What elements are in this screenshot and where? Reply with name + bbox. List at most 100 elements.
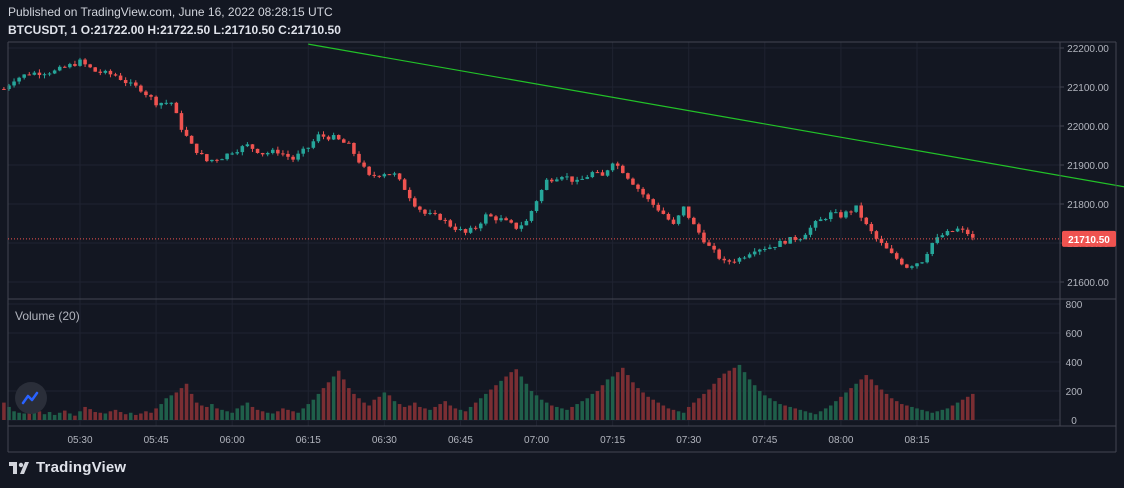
- volume-bar: [955, 402, 960, 420]
- volume-bar: [57, 412, 62, 420]
- candle-body: [879, 238, 884, 243]
- candle-body: [717, 249, 721, 259]
- volume-bar: [418, 406, 422, 420]
- candle: [641, 187, 645, 198]
- candle-body: [108, 70, 113, 75]
- volume-bar: [971, 393, 975, 420]
- candle: [560, 175, 564, 181]
- volume-bar: [813, 414, 818, 420]
- candle-body: [788, 237, 792, 244]
- candle-body: [631, 178, 635, 185]
- volume-bar: [519, 376, 524, 420]
- volume-bar: [139, 413, 143, 420]
- candle: [484, 212, 488, 226]
- candle: [189, 135, 194, 144]
- candle-body: [458, 229, 463, 231]
- volume-bar: [935, 411, 940, 420]
- volume-bar: [413, 402, 417, 420]
- volume-bar: [78, 411, 82, 420]
- volume-bar: [199, 405, 204, 420]
- candle-body: [661, 210, 666, 214]
- price-tick-label: 22000.00: [1067, 122, 1109, 133]
- candle: [311, 139, 316, 150]
- volume-bar: [555, 406, 559, 420]
- volume-bar: [286, 409, 290, 420]
- candle-body: [413, 198, 417, 207]
- candle-body: [255, 148, 260, 153]
- candle: [205, 153, 209, 163]
- price-tick-label: 21600.00: [1067, 278, 1109, 289]
- candle: [382, 172, 387, 179]
- candle-body: [793, 237, 798, 240]
- candle-body: [544, 179, 549, 190]
- candle-body: [418, 206, 422, 210]
- candle: [575, 176, 579, 185]
- volume-bar: [894, 401, 899, 420]
- candle-body: [560, 176, 564, 180]
- candle-body: [68, 64, 72, 68]
- candle-body: [783, 240, 787, 244]
- candle: [600, 169, 605, 176]
- candle-body: [676, 215, 681, 224]
- candle-body: [484, 214, 488, 224]
- candle: [854, 205, 858, 213]
- candle: [874, 230, 879, 242]
- candle: [443, 217, 448, 224]
- volume-bar: [113, 409, 118, 420]
- candle-body: [834, 212, 838, 214]
- candle-body: [555, 179, 559, 182]
- candle: [570, 176, 574, 185]
- last-price-badge: [1062, 230, 1116, 247]
- candle-body: [686, 206, 691, 218]
- volume-bar: [889, 398, 894, 420]
- volume-bar: [514, 369, 519, 420]
- candle-body: [945, 231, 950, 236]
- candle: [808, 225, 813, 238]
- candle-body: [874, 231, 879, 239]
- candle-body: [712, 245, 716, 250]
- candle-body: [98, 71, 103, 73]
- candle-body: [448, 220, 453, 227]
- volume-bar: [17, 412, 21, 420]
- candle: [453, 223, 458, 233]
- volume-bar: [844, 392, 848, 420]
- candle: [905, 263, 909, 269]
- candle-body: [519, 225, 524, 229]
- candle: [413, 196, 417, 208]
- candle-body: [955, 228, 960, 232]
- candle-body: [230, 153, 234, 155]
- candle: [666, 212, 671, 221]
- candle: [93, 66, 97, 72]
- candle: [118, 72, 123, 81]
- candle-body: [250, 144, 255, 149]
- volume-bar: [397, 404, 402, 420]
- candle-body: [169, 102, 174, 104]
- candle-body: [742, 257, 747, 259]
- candle-body: [63, 66, 67, 68]
- candle: [448, 219, 453, 228]
- candle-body: [549, 179, 554, 182]
- candle: [656, 202, 661, 213]
- candle: [326, 135, 331, 142]
- candle-body: [194, 143, 199, 153]
- candle: [788, 236, 792, 244]
- candle: [504, 216, 508, 221]
- candle-body: [849, 211, 853, 213]
- candle-body: [823, 219, 828, 221]
- candle-body: [260, 152, 265, 155]
- volume-bar: [549, 405, 554, 420]
- time-tick-label: 07:30: [676, 435, 701, 446]
- volume-bar: [727, 370, 732, 420]
- candle-body: [57, 66, 62, 71]
- volume-tick-label: 600: [1066, 329, 1083, 340]
- tradingview-logo-badge[interactable]: [15, 382, 47, 414]
- candle: [945, 229, 950, 237]
- candle: [747, 252, 752, 259]
- candle: [210, 159, 214, 163]
- volume-bar: [945, 408, 950, 420]
- tradingview-brand[interactable]: TradingView: [8, 459, 126, 476]
- candle: [255, 148, 260, 154]
- candle: [463, 228, 468, 236]
- volume-bar: [468, 406, 473, 420]
- candle: [397, 173, 402, 181]
